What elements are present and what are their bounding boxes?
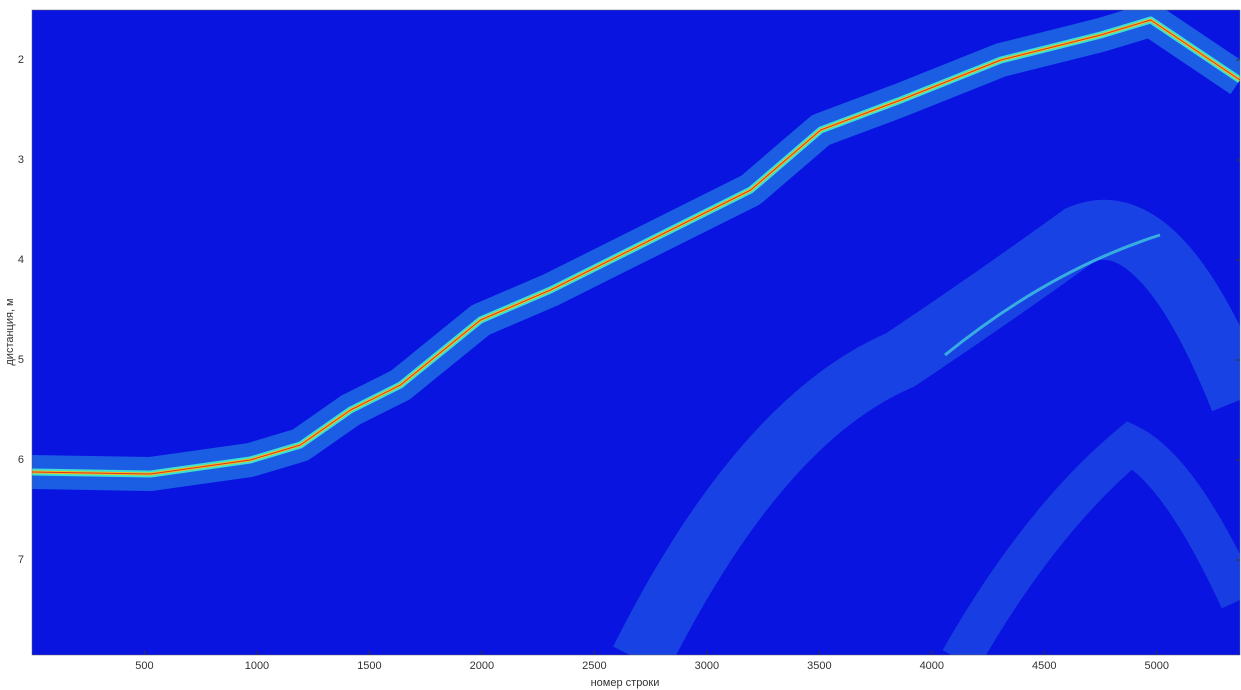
y-tick-label: 5: [18, 354, 24, 366]
x-tick-label: 2500: [582, 660, 606, 672]
deep-hyperbola: [942, 421, 1240, 655]
reflector: [944, 233, 1161, 357]
x-tick-label: 5000: [1145, 660, 1169, 672]
y-tick-label: 7: [18, 554, 24, 566]
x-tick-label: 4500: [1032, 660, 1056, 672]
y-tick-label: 3: [18, 154, 24, 166]
y-tick-label: 2: [18, 54, 24, 66]
x-axis-label: номер строки: [591, 677, 660, 689]
x-tick-label: 2000: [470, 660, 494, 672]
deep-hyperbola: [613, 199, 1240, 655]
subsurface-texture: [613, 199, 1240, 655]
x-tick-label: 3000: [695, 660, 719, 672]
y-axis-label: дистанция, м: [4, 298, 16, 365]
y-tick-label: 6: [18, 454, 24, 466]
plot-frame: [31, 9, 1241, 656]
plot-background: [32, 10, 1240, 655]
x-tick-label: 500: [135, 660, 153, 672]
x-tick-label: 3500: [807, 660, 831, 672]
x-tick-label: 1500: [357, 660, 381, 672]
x-tick-label: 4000: [920, 660, 944, 672]
y-tick-label: 4: [18, 254, 24, 266]
reflector-core: [32, 19, 1240, 475]
x-tick-label: 1000: [245, 660, 269, 672]
